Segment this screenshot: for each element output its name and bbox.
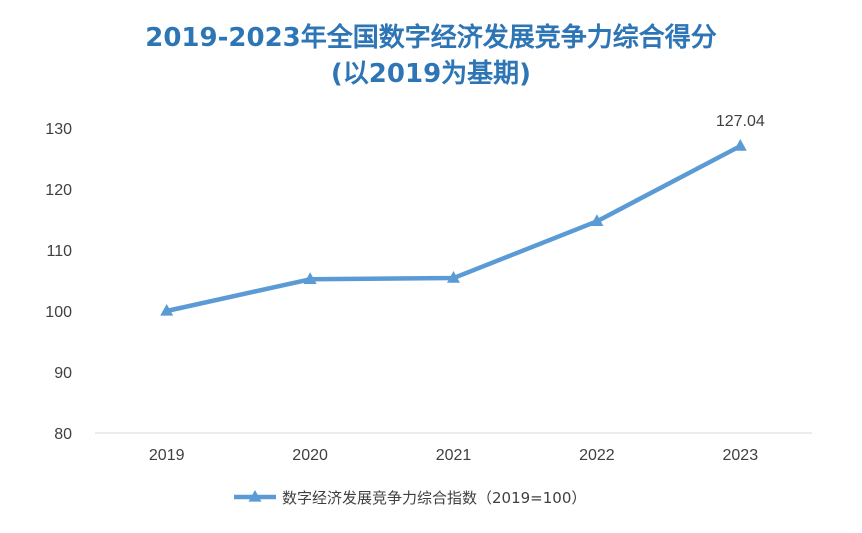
- data-labels: 127.04: [716, 113, 765, 130]
- y-tick-label: 120: [45, 182, 72, 199]
- x-tick-label: 2021: [436, 447, 472, 464]
- legend-series-name: 数字经济发展竞争力综合指数（2019=100）: [282, 489, 586, 507]
- data-point-marker: [447, 271, 460, 283]
- series-line: [164, 143, 743, 314]
- chart-subtitle: (以2019为基期): [330, 59, 532, 89]
- x-axis-tick-labels: 2019 2020 2021 2022 2023: [149, 447, 758, 464]
- data-point-marker: [303, 272, 317, 284]
- y-tick-label: 80: [54, 426, 72, 443]
- y-tick-label: 100: [45, 304, 72, 321]
- y-axis-tick-labels: 80 90 100 110 120 130: [45, 121, 72, 443]
- series-group: [160, 139, 747, 316]
- x-tick-label: 2023: [723, 447, 759, 464]
- data-point-marker: [160, 303, 174, 316]
- data-point-marker: [733, 139, 747, 151]
- y-tick-label: 130: [45, 121, 72, 138]
- x-tick-label: 2022: [579, 447, 615, 464]
- data-label: 127.04: [716, 113, 765, 130]
- legend: 数字经济发展竞争力综合指数（2019=100）: [234, 489, 586, 507]
- y-tick-label: 90: [54, 365, 72, 382]
- chart-title: 2019-2023年全国数字经济发展竞争力综合得分: [145, 23, 717, 53]
- x-tick-label: 2019: [149, 447, 185, 464]
- x-tick-label: 2020: [292, 447, 328, 464]
- y-tick-label: 110: [46, 243, 72, 260]
- legend-marker-icon: [248, 489, 262, 502]
- data-point-marker: [590, 214, 604, 227]
